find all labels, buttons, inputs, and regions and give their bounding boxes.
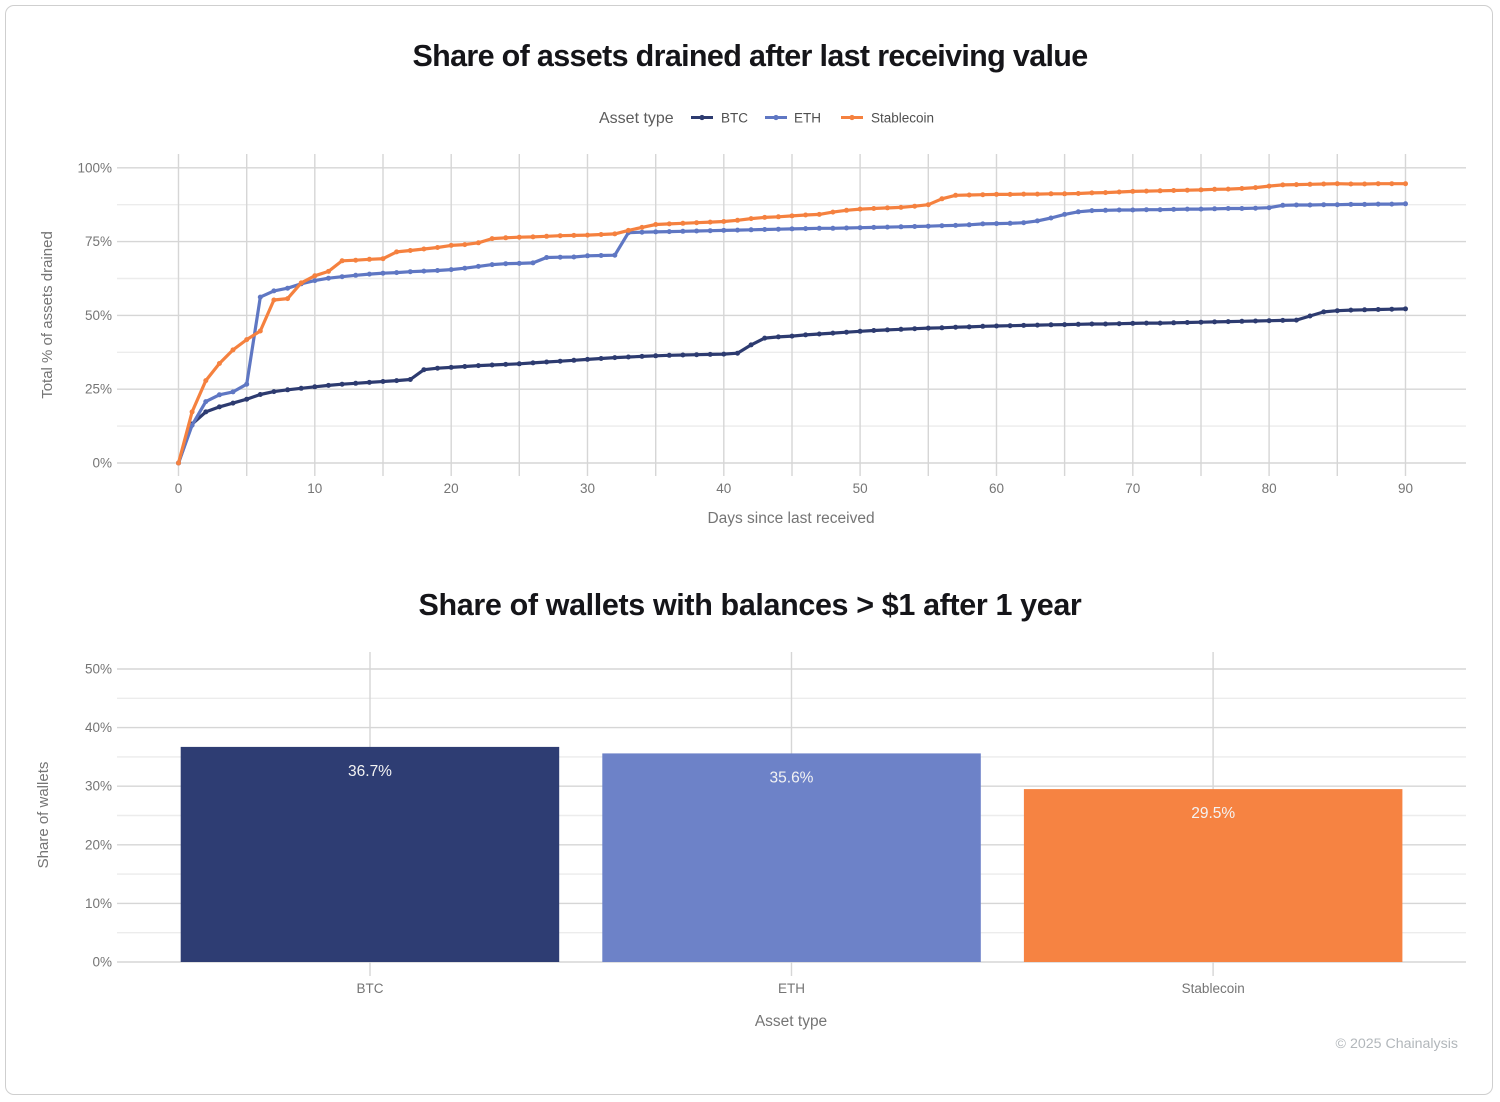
svg-text:Total % of assets drained: Total % of assets drained <box>39 231 56 399</box>
svg-text:0: 0 <box>175 481 183 496</box>
svg-text:50%: 50% <box>85 308 112 323</box>
svg-text:30%: 30% <box>85 779 112 794</box>
svg-text:Days since last received: Days since last received <box>707 510 874 527</box>
svg-text:Asset type: Asset type <box>599 110 674 127</box>
svg-text:ETH: ETH <box>794 111 821 126</box>
svg-text:50: 50 <box>853 481 868 496</box>
svg-text:BTC: BTC <box>721 111 748 126</box>
svg-text:36.7%: 36.7% <box>348 763 392 780</box>
svg-text:90: 90 <box>1398 481 1413 496</box>
svg-text:40%: 40% <box>85 720 112 735</box>
svg-text:Stablecoin: Stablecoin <box>1182 981 1245 996</box>
svg-text:100%: 100% <box>77 160 112 175</box>
svg-text:80: 80 <box>1262 481 1277 496</box>
svg-text:Stablecoin: Stablecoin <box>871 111 934 126</box>
svg-text:50%: 50% <box>85 662 112 677</box>
svg-text:0%: 0% <box>92 456 112 471</box>
svg-text:25%: 25% <box>85 382 112 397</box>
svg-text:Asset type: Asset type <box>755 1013 827 1030</box>
svg-text:20: 20 <box>444 481 459 496</box>
svg-text:29.5%: 29.5% <box>1191 805 1235 822</box>
svg-text:75%: 75% <box>85 234 112 249</box>
svg-text:© 2025 Chainalysis: © 2025 Chainalysis <box>1336 1036 1458 1052</box>
svg-text:30: 30 <box>580 481 595 496</box>
svg-text:10%: 10% <box>85 896 112 911</box>
svg-text:60: 60 <box>989 481 1004 496</box>
svg-text:BTC: BTC <box>357 981 384 996</box>
svg-text:35.6%: 35.6% <box>770 769 814 786</box>
svg-text:70: 70 <box>1125 481 1140 496</box>
svg-text:20%: 20% <box>85 837 112 852</box>
svg-text:ETH: ETH <box>778 981 805 996</box>
svg-text:40: 40 <box>716 481 731 496</box>
svg-text:Share of wallets: Share of wallets <box>35 762 52 869</box>
svg-text:10: 10 <box>307 481 322 496</box>
svg-text:0%: 0% <box>92 955 112 970</box>
